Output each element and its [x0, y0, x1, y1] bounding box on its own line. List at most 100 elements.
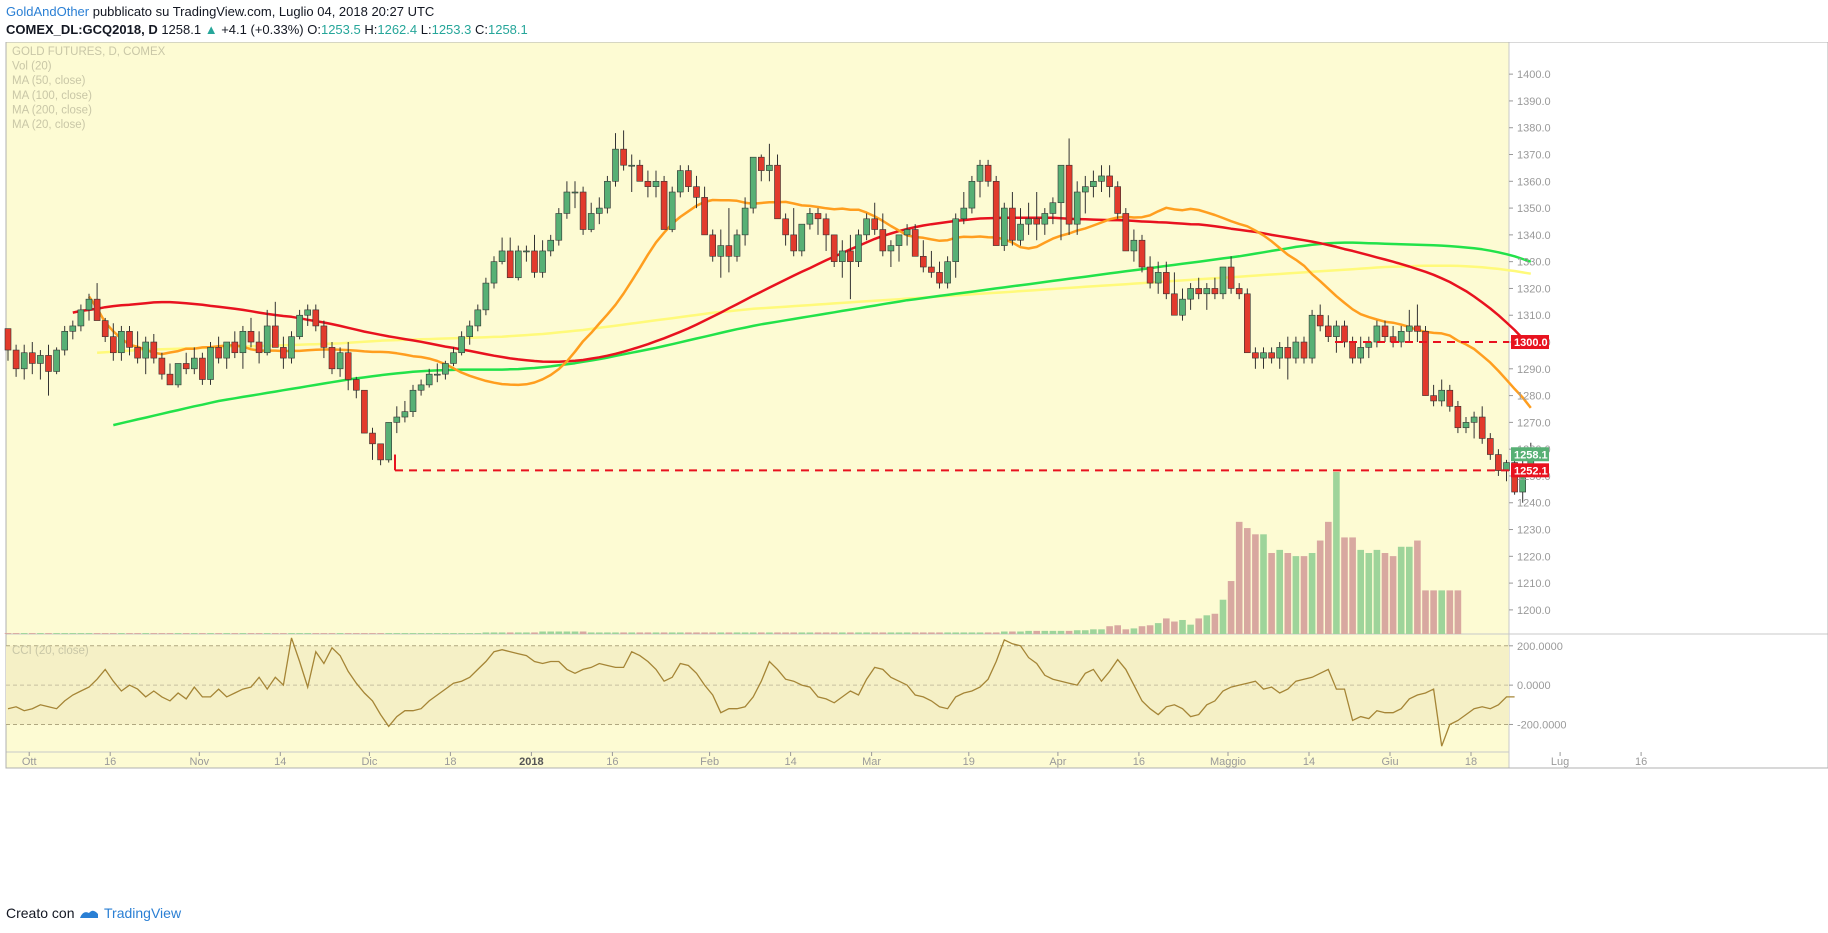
candle-body [61, 331, 69, 351]
volume-bar [1171, 621, 1178, 634]
close-label: C: [474, 22, 488, 37]
volume-bar [839, 632, 846, 634]
volume-bar [1227, 581, 1235, 634]
volume-bar [320, 633, 328, 634]
candle [344, 342, 352, 391]
candle-body [255, 341, 263, 354]
candle [612, 133, 619, 187]
footer: Creato con TradingView [6, 905, 181, 921]
candle-body [984, 164, 992, 182]
volume-bar [652, 632, 660, 634]
candle [944, 256, 951, 289]
candle-body [693, 186, 700, 198]
open-value: 1253.5 [320, 22, 361, 37]
candle-body [142, 341, 149, 359]
volume-bar [644, 632, 652, 634]
candle [134, 331, 141, 364]
candle-body [344, 352, 352, 380]
candle-body [458, 336, 465, 354]
candle [288, 331, 295, 364]
price-tick-label: 1280.0 [1517, 391, 1551, 403]
candle [150, 333, 158, 364]
tradingview-link[interactable]: TradingView [104, 905, 182, 921]
candle-body [822, 218, 830, 236]
symbol-label[interactable]: COMEX_DL:GCQ2018, D [6, 22, 158, 37]
candle-body [312, 309, 320, 327]
candle-body [1244, 293, 1251, 354]
volume-bar [280, 633, 287, 634]
support-tag-label: 1252.1 [1514, 465, 1548, 477]
author-link[interactable]: GoldAndOther [6, 4, 90, 19]
candle-body [191, 357, 198, 370]
candle-body [1260, 352, 1267, 359]
candle-body [814, 213, 822, 220]
chart-canvas[interactable]: 1200.01210.01220.01230.01240.01250.01260… [0, 42, 1828, 900]
volume-bar [620, 632, 627, 634]
candle-body [1357, 347, 1364, 359]
volume-bar [150, 633, 158, 634]
volume-bar [628, 632, 635, 634]
volume-bar [312, 633, 320, 634]
candle [450, 347, 457, 367]
legend-item: Vol (20) [12, 61, 52, 73]
volume-bar [1373, 549, 1381, 634]
volume-bar [1211, 613, 1219, 634]
candle [798, 223, 806, 257]
candle [660, 175, 668, 230]
candle [239, 325, 247, 369]
candle-body [352, 379, 360, 391]
candle-body [12, 349, 20, 370]
volume-bar [474, 633, 482, 634]
candle-body [1171, 293, 1178, 316]
candle [1495, 449, 1502, 476]
volume-bar [531, 632, 538, 634]
candle-body [1057, 164, 1065, 204]
volume-bar [450, 633, 457, 634]
candle [1373, 320, 1381, 348]
volume-bar [1365, 553, 1373, 634]
volume-bar [272, 633, 279, 634]
legend-item: MA (20, close) [12, 119, 86, 131]
candle-body [1130, 239, 1138, 252]
candle [847, 234, 854, 300]
volume-bar [992, 632, 1000, 634]
volume-bar [166, 633, 174, 634]
candle [757, 154, 765, 182]
volume-bar [523, 632, 530, 634]
volume-bar [515, 632, 522, 634]
time-tick-label: Maggio [1210, 756, 1246, 768]
volume-bar [393, 633, 401, 634]
volume-bar [328, 633, 336, 634]
candle-body [1073, 191, 1081, 225]
volume-bar [231, 633, 239, 634]
candle [685, 165, 692, 193]
candle [563, 181, 571, 219]
volume-bar [296, 633, 303, 634]
volume-bar [1284, 553, 1292, 634]
volume-bar [806, 632, 814, 634]
volume-bar [344, 633, 352, 634]
candle-body [328, 347, 336, 370]
candle [1252, 347, 1259, 369]
candle [1106, 165, 1113, 198]
candle [1171, 272, 1178, 316]
volume-bar [1406, 546, 1413, 634]
candle [903, 224, 911, 246]
volume-bar [288, 633, 295, 634]
candle [223, 341, 230, 369]
volume-bar [555, 631, 563, 634]
candle-body [976, 164, 984, 182]
candle [992, 175, 1000, 246]
volume-bar [239, 633, 247, 634]
price-tick-label: 1270.0 [1517, 417, 1551, 429]
candle [668, 186, 676, 233]
candle-body [911, 229, 919, 257]
candle-body [1406, 325, 1413, 332]
candle [1308, 309, 1316, 364]
candle-body [863, 218, 870, 236]
candle [1268, 347, 1275, 364]
candle-body [733, 234, 741, 257]
volume-bar [1041, 630, 1049, 634]
candle [466, 320, 474, 345]
tradingview-logo-icon [80, 911, 99, 919]
